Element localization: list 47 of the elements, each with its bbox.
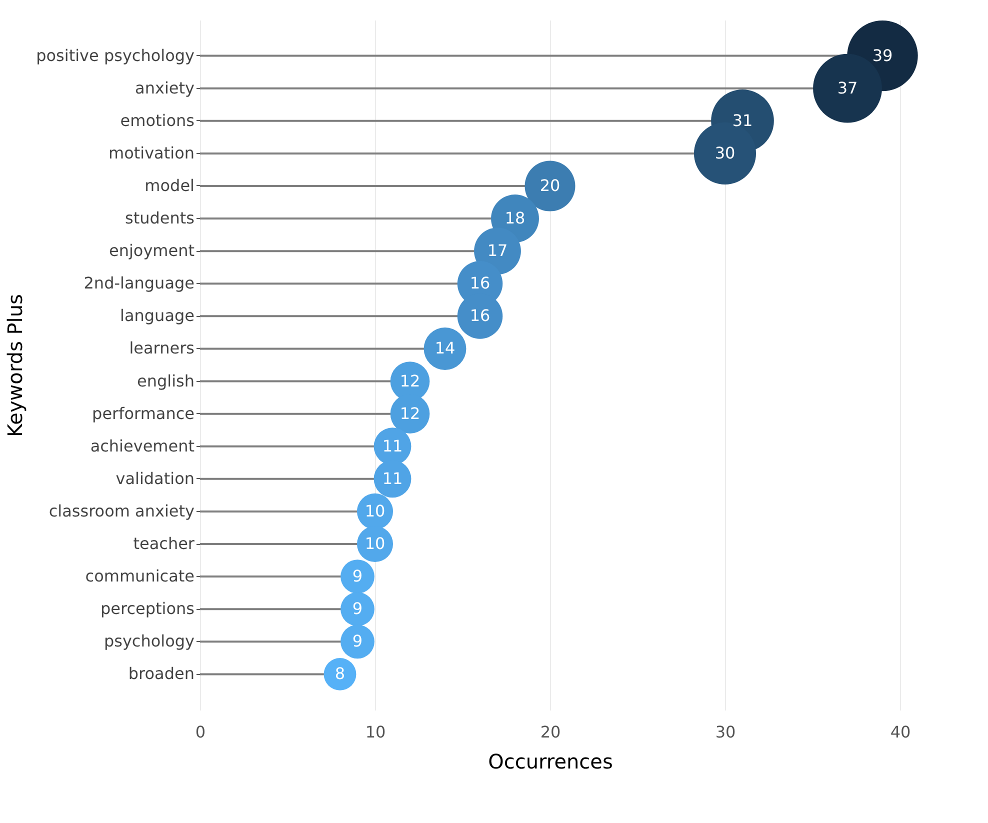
y-axis-title: Keywords Plus [3, 294, 28, 437]
data-label: 9 [352, 566, 363, 586]
y-tick-label: teacher [133, 534, 195, 554]
y-tick-label: validation [116, 468, 194, 488]
data-label: 11 [382, 436, 403, 456]
y-tick-label: classroom anxiety [48, 501, 194, 520]
data-label: 30 [714, 143, 736, 162]
data-label: 16 [470, 274, 490, 293]
y-tick-label: positive psychology [36, 46, 194, 65]
y-tick-label: anxiety [135, 78, 194, 98]
y-tick-label: english [136, 371, 194, 390]
y-tick-label: communicate [85, 566, 194, 586]
y-tick-label: learners [129, 338, 194, 358]
y-tick-label: emotions [120, 110, 194, 130]
x-tick-label: 20 [540, 722, 561, 742]
x-tick-label: 0 [195, 722, 206, 742]
data-label: 37 [837, 78, 858, 98]
x-tick-label: 30 [715, 722, 736, 742]
data-label: 9 [352, 632, 363, 651]
y-tick-label: achievement [90, 436, 194, 456]
y-tick-label: language [120, 306, 194, 326]
data-label: 10 [364, 501, 386, 520]
data-label: 8 [334, 664, 346, 684]
data-label: 10 [364, 534, 386, 554]
data-label: 16 [470, 306, 490, 326]
x-tick-label: 40 [890, 722, 911, 742]
x-axis-title: Occurrences [488, 750, 613, 774]
data-label: 39 [872, 46, 893, 65]
y-tick-label: students [125, 208, 194, 228]
y-tick-label: psychology [104, 632, 194, 651]
data-label: 31 [732, 110, 753, 130]
y-tick-label: perceptions [100, 599, 194, 618]
data-label: 17 [487, 241, 508, 260]
data-label: 14 [434, 338, 456, 358]
y-tick-label: enjoyment [108, 241, 194, 260]
y-tick-label: broaden [128, 664, 194, 684]
data-label: 12 [400, 404, 420, 423]
y-tick-label: motivation [108, 143, 194, 162]
data-label: 12 [400, 371, 420, 390]
y-tick-label: model [144, 176, 194, 195]
y-tick-label: 2nd-language [84, 274, 194, 293]
x-tick-label: 10 [365, 722, 386, 742]
y-tick-label: performance [92, 404, 194, 423]
data-label: 20 [540, 176, 560, 195]
data-label: 11 [382, 468, 403, 488]
data-label: 9 [352, 599, 363, 618]
data-label: 18 [504, 208, 526, 228]
